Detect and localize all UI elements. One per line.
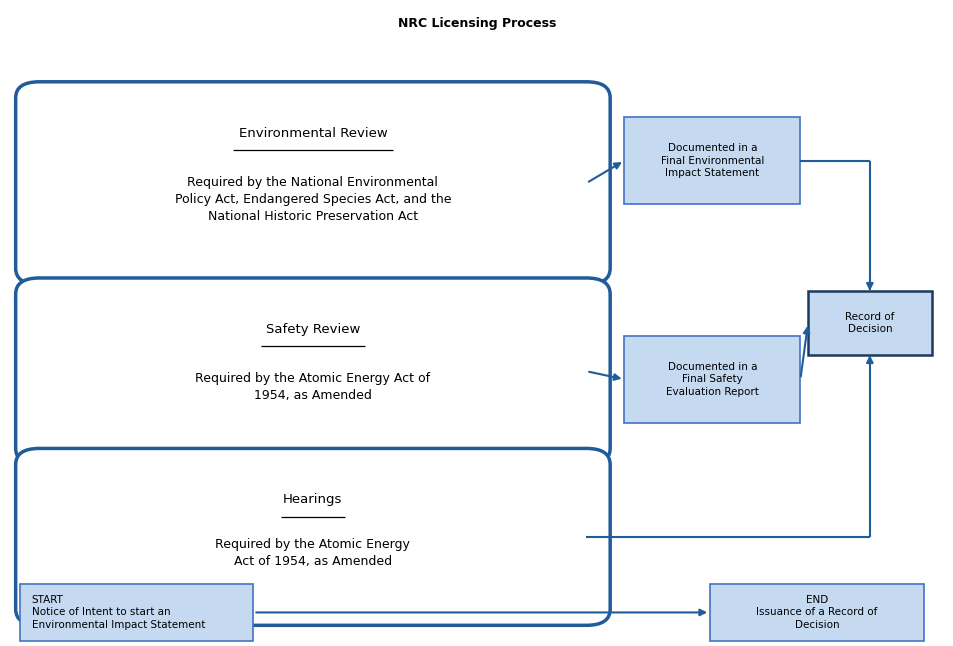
- Text: Safety Review: Safety Review: [266, 323, 359, 336]
- FancyBboxPatch shape: [15, 448, 610, 625]
- FancyBboxPatch shape: [15, 278, 610, 464]
- Text: START
Notice of Intent to start an
Environmental Impact Statement: START Notice of Intent to start an Envir…: [31, 595, 205, 630]
- Text: Required by the Atomic Energy Act of
1954, as Amended: Required by the Atomic Energy Act of 195…: [195, 372, 430, 402]
- FancyBboxPatch shape: [15, 82, 610, 284]
- Text: Required by the Atomic Energy
Act of 1954, as Amended: Required by the Atomic Energy Act of 195…: [215, 538, 410, 568]
- Text: Record of
Decision: Record of Decision: [844, 312, 894, 334]
- FancyBboxPatch shape: [624, 117, 800, 204]
- FancyBboxPatch shape: [624, 336, 800, 422]
- FancyBboxPatch shape: [20, 583, 253, 641]
- Text: Hearings: Hearings: [283, 494, 342, 506]
- FancyBboxPatch shape: [709, 583, 923, 641]
- FancyBboxPatch shape: [807, 291, 931, 355]
- Text: END
Issuance of a Record of
Decision: END Issuance of a Record of Decision: [756, 595, 877, 630]
- Text: Environmental Review: Environmental Review: [238, 127, 387, 140]
- Text: Documented in a
Final Safety
Evaluation Report: Documented in a Final Safety Evaluation …: [665, 362, 758, 397]
- Text: Documented in a
Final Environmental
Impact Statement: Documented in a Final Environmental Impa…: [660, 143, 763, 178]
- Text: NRC Licensing Process: NRC Licensing Process: [397, 17, 556, 30]
- Text: Required by the National Environmental
Policy Act, Endangered Species Act, and t: Required by the National Environmental P…: [174, 176, 451, 223]
